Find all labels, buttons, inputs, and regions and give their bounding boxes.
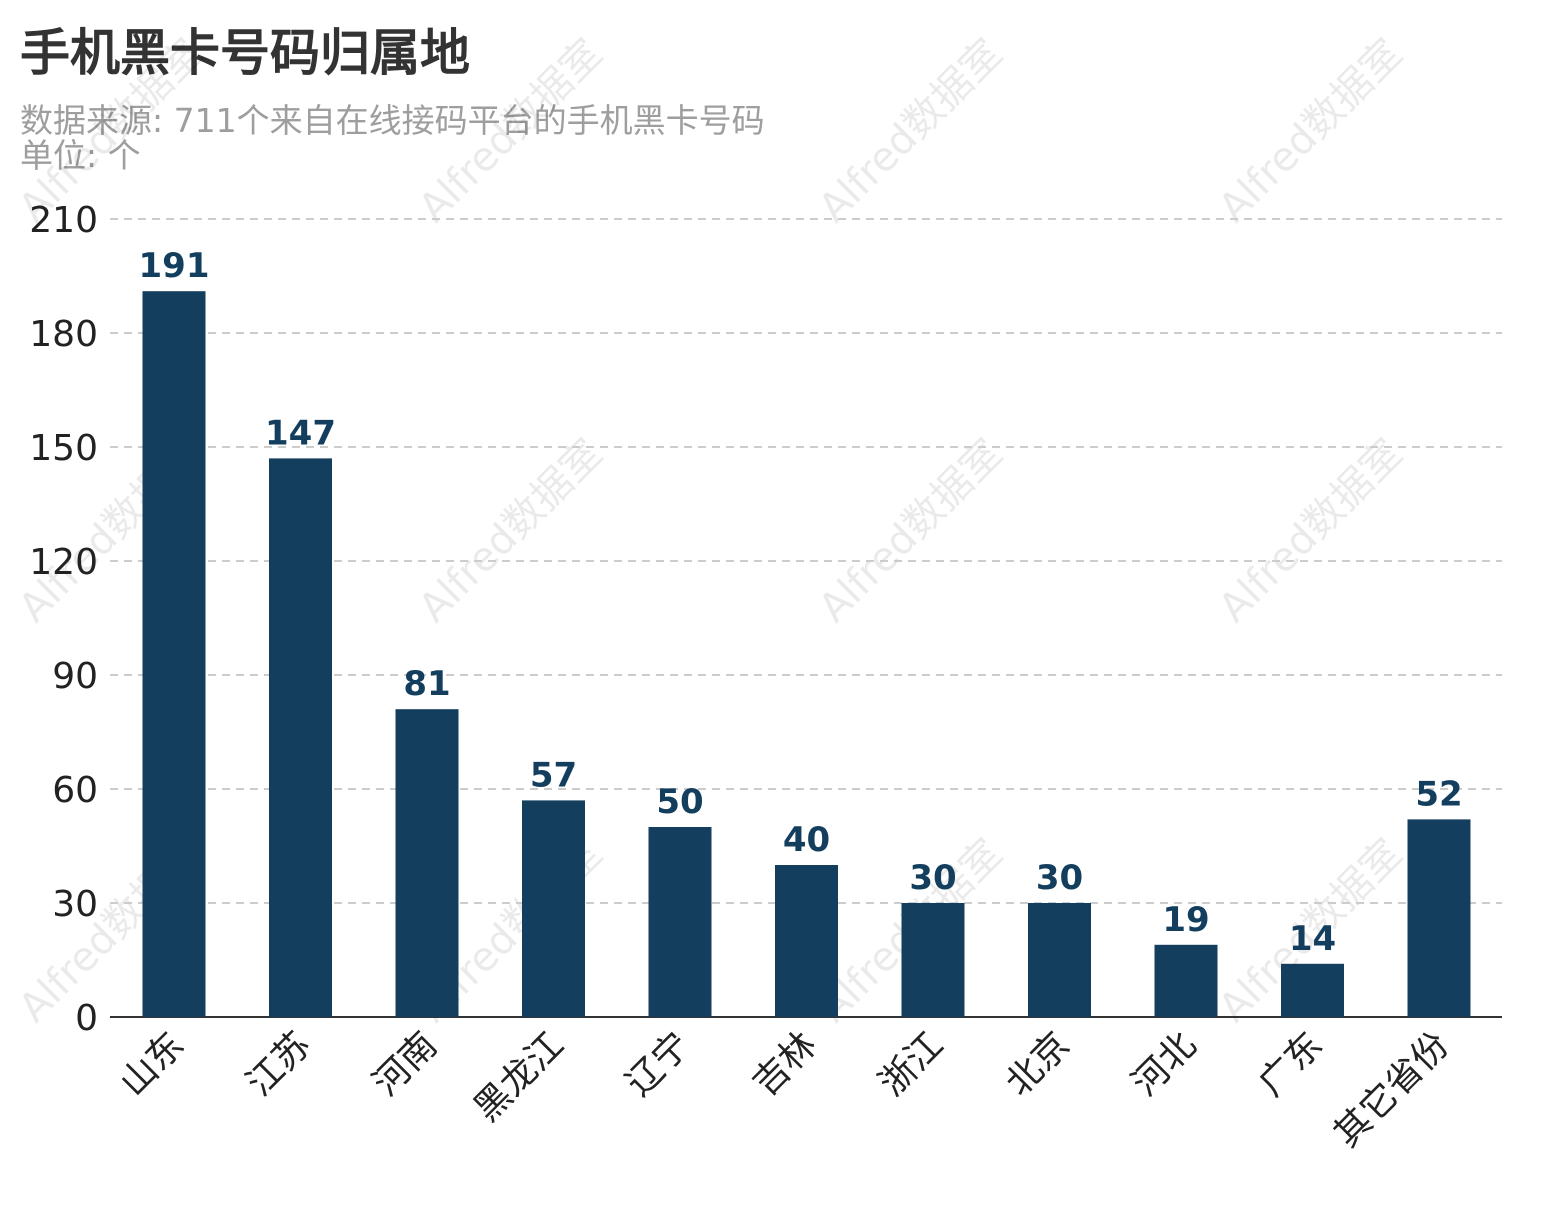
x-tick-label: 吉林 [745, 1024, 825, 1104]
bars: 191 147 81 57 50 40 30 30 19 14 52 [139, 246, 1471, 1017]
x-tick-label: 辽宁 [618, 1024, 698, 1104]
y-tick-label: 0 [75, 998, 98, 1039]
watermark-text: Alfred数据室 [810, 430, 1011, 631]
x-tick-label: 山东 [112, 1024, 192, 1104]
watermark-text: Alfred数据室 [1210, 430, 1411, 631]
bar [1154, 944, 1218, 1017]
x-tick-label: 广东 [1251, 1024, 1331, 1104]
x-tick-label: 河北 [1124, 1024, 1204, 1104]
data-label: 191 [139, 246, 210, 286]
x-tick-label: 江苏 [239, 1024, 319, 1104]
x-tick-label: 黑龙江 [466, 1024, 571, 1129]
x-tick-label: 河南 [365, 1024, 445, 1104]
y-tick-label: 180 [29, 314, 98, 355]
watermark-text: Alfred数据室 [410, 30, 611, 231]
bar [1281, 963, 1344, 1017]
y-tick-label: 120 [29, 542, 98, 583]
data-label: 40 [783, 820, 830, 860]
y-tick-label: 150 [29, 428, 98, 469]
unit-label: 单位: 个 [20, 136, 141, 175]
data-label: 81 [403, 664, 450, 704]
data-label: 50 [656, 782, 703, 822]
bar [775, 865, 838, 1017]
chart-title: 手机黑卡号码归属地 [20, 24, 470, 82]
chart-subtitle: 数据来源: 711个来自在线接码平台的手机黑卡号码 [20, 101, 765, 140]
bar [901, 903, 965, 1017]
bar [142, 291, 206, 1017]
data-label: 30 [1036, 858, 1083, 898]
data-label: 30 [909, 858, 956, 898]
watermark-text: Alfred数据室 [810, 30, 1011, 231]
bar [648, 827, 712, 1017]
x-tick-label: 北京 [998, 1024, 1078, 1104]
bar [1028, 903, 1091, 1017]
data-label: 52 [1415, 774, 1462, 814]
bar [522, 800, 585, 1017]
bar [395, 709, 459, 1017]
x-tick-label: 其它省份 [1327, 1024, 1458, 1155]
x-tick-label: 浙江 [871, 1024, 951, 1104]
data-label: 57 [530, 755, 577, 795]
y-tick-label: 210 [29, 200, 98, 241]
watermark-text: Alfred数据室 [1210, 30, 1411, 231]
y-tick-label: 90 [52, 656, 98, 697]
data-label: 19 [1162, 900, 1209, 940]
data-label: 14 [1289, 919, 1336, 959]
bar [269, 458, 332, 1017]
y-tick-label: 60 [52, 770, 98, 811]
watermark-text: Alfred数据室 [410, 430, 611, 631]
data-label: 147 [265, 413, 336, 453]
y-axis: 0 30 60 90 120 150 180 210 [29, 200, 98, 1039]
bar [1407, 819, 1471, 1017]
y-tick-label: 30 [52, 884, 98, 925]
